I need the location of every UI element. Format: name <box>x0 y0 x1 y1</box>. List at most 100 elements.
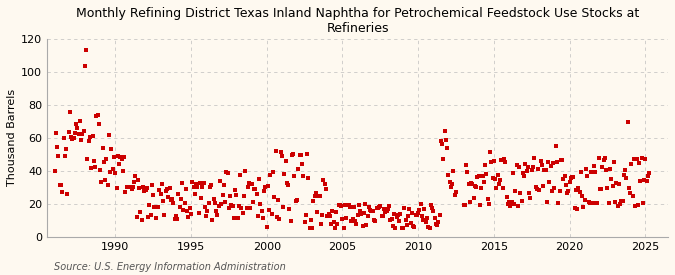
Point <box>461 163 472 167</box>
Point <box>164 186 175 191</box>
Point <box>53 154 64 158</box>
Point <box>290 198 301 203</box>
Point <box>155 192 166 196</box>
Point <box>636 156 647 160</box>
Point <box>475 203 485 207</box>
Point <box>641 179 652 183</box>
Point <box>490 176 501 181</box>
Point <box>502 201 513 206</box>
Point <box>304 226 315 230</box>
Point <box>199 205 210 209</box>
Point <box>589 170 600 174</box>
Point <box>351 222 362 226</box>
Point <box>608 160 619 164</box>
Point <box>425 202 436 207</box>
Point <box>312 210 323 214</box>
Point <box>644 170 655 175</box>
Point <box>587 201 598 206</box>
Point <box>296 153 306 158</box>
Point <box>346 219 356 223</box>
Point <box>294 152 305 157</box>
Point <box>177 181 188 185</box>
Point <box>277 154 288 158</box>
Point <box>99 160 109 164</box>
Point <box>158 199 169 203</box>
Point <box>462 170 472 174</box>
Point <box>491 186 502 190</box>
Point <box>142 215 153 219</box>
Point <box>509 201 520 206</box>
Point <box>58 136 69 141</box>
Point <box>283 183 294 187</box>
Point <box>192 185 202 189</box>
Point <box>149 204 160 209</box>
Point <box>634 161 645 165</box>
Point <box>163 195 173 199</box>
Point <box>424 226 435 230</box>
Point <box>302 152 313 156</box>
Point <box>450 193 460 197</box>
Point <box>287 152 298 157</box>
Point <box>318 178 329 183</box>
Point <box>395 212 406 216</box>
Point <box>622 120 633 124</box>
Point <box>313 194 324 199</box>
Point <box>534 188 545 192</box>
Point <box>161 187 172 191</box>
Point <box>211 209 221 213</box>
Point <box>188 185 199 189</box>
Point <box>364 208 375 212</box>
Point <box>514 164 524 169</box>
Point <box>389 212 400 216</box>
Point <box>431 222 441 226</box>
Point <box>598 158 609 162</box>
Point <box>393 213 404 217</box>
Point <box>603 201 614 205</box>
Point <box>585 201 595 205</box>
Point <box>497 186 508 190</box>
Point <box>419 207 430 211</box>
Point <box>350 218 360 223</box>
Point <box>486 160 497 164</box>
Point <box>538 184 549 188</box>
Point <box>621 176 632 180</box>
Point <box>550 144 561 148</box>
Point <box>560 183 571 187</box>
Point <box>80 64 90 68</box>
Point <box>92 113 103 117</box>
Point <box>399 206 410 210</box>
Point <box>409 225 420 229</box>
Point <box>203 200 214 205</box>
Point <box>593 156 604 160</box>
Point <box>234 204 244 209</box>
Point <box>396 226 407 230</box>
Point <box>65 135 76 139</box>
Point <box>325 214 335 218</box>
Point <box>569 206 580 210</box>
Point <box>186 211 196 216</box>
Point <box>404 207 414 212</box>
Point <box>293 166 304 171</box>
Point <box>116 156 127 161</box>
Point <box>471 185 482 189</box>
Point <box>506 200 517 205</box>
Point <box>70 131 80 136</box>
Point <box>342 202 353 207</box>
Point <box>296 162 307 166</box>
Point <box>226 203 237 208</box>
Point <box>63 129 74 134</box>
Point <box>209 197 219 201</box>
Point <box>601 167 612 172</box>
Point <box>144 203 155 208</box>
Point <box>643 174 653 178</box>
Point <box>635 179 646 183</box>
Point <box>559 174 570 178</box>
Point <box>68 136 79 141</box>
Point <box>504 200 514 204</box>
Point <box>316 222 327 226</box>
Point <box>428 209 439 213</box>
Point <box>122 185 132 189</box>
Point <box>386 217 397 221</box>
Point <box>398 225 408 230</box>
Point <box>344 202 354 207</box>
